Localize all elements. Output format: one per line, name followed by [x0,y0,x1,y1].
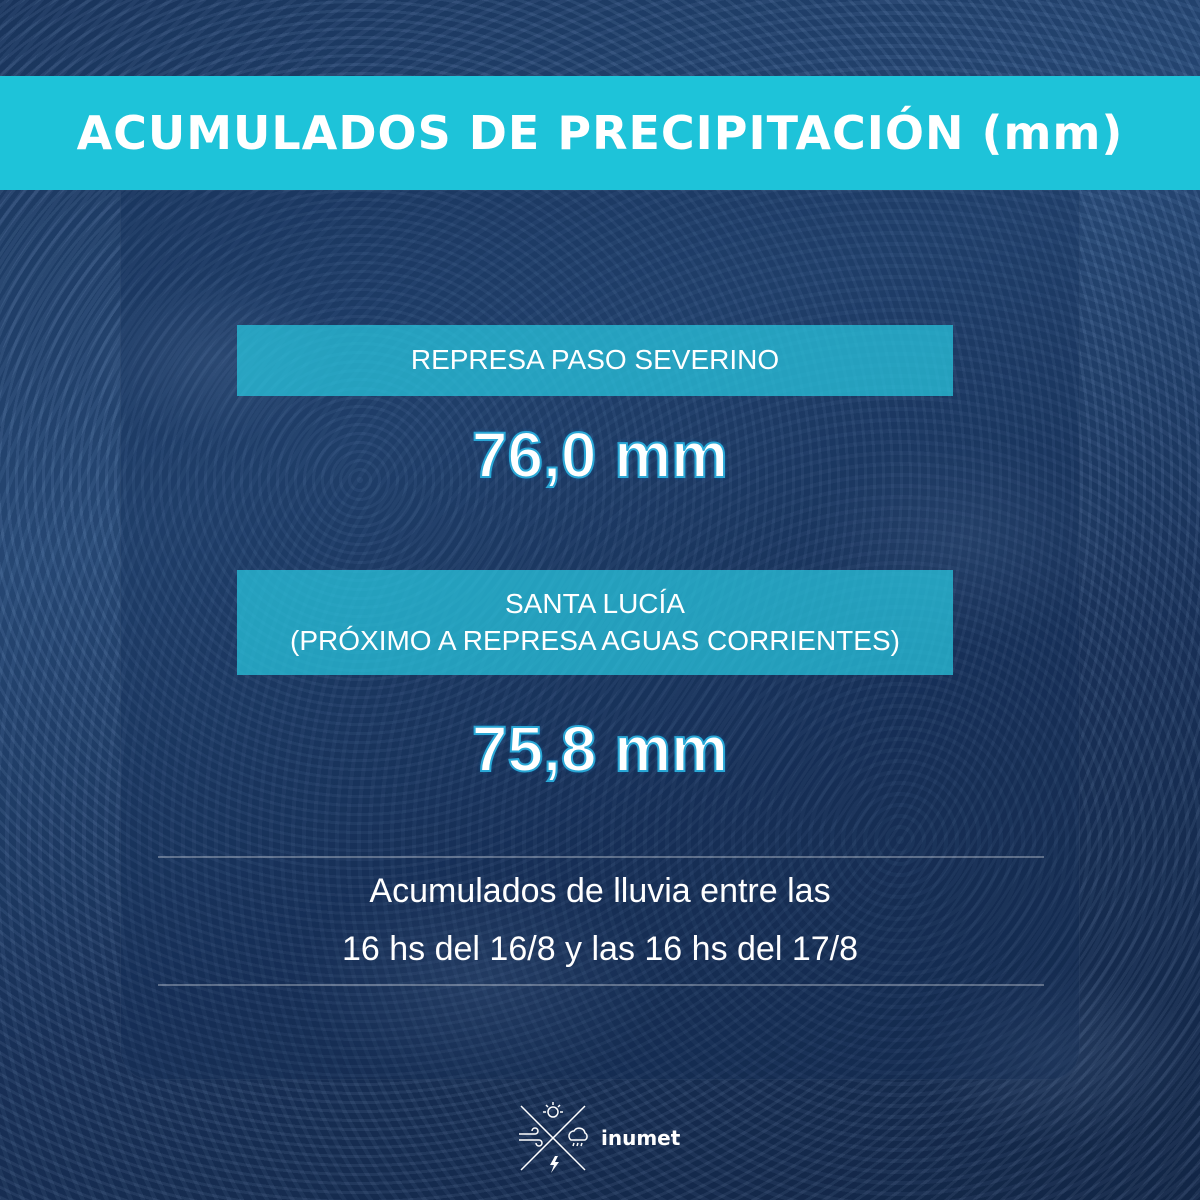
station-name: SANTA LUCÍA [505,588,685,620]
note-line-2: 16 hs del 16/8 y las 16 hs del 17/8 [341,930,859,968]
station-label-santa-lucia: SANTA LUCÍA (PRÓXIMO A REPRESA AGUAS COR… [237,570,953,675]
sun-icon [543,1102,563,1118]
station-value-paso-severino: 76,0 mm [471,418,729,492]
note-line-1: Acumulados de lluvia entre las [369,872,831,910]
station-name: REPRESA PASO SEVERINO [410,344,780,376]
cloud-rain-icon [568,1127,588,1147]
page-title: ACUMULADOS DE PRECIPITACIÓN (mm) [76,106,1124,160]
station-subname: (PRÓXIMO A REPRESA AGUAS CORRIENTES) [290,624,900,656]
station-value-santa-lucia: 75,8 mm [471,712,729,786]
station-label-paso-severino: REPRESA PASO SEVERINO [237,325,953,396]
logo-mark [519,1102,588,1173]
divider-bottom [158,984,1044,986]
logo-text: inumet [601,1126,681,1150]
wind-icon [519,1127,543,1147]
divider-top [158,856,1044,858]
lightning-icon [550,1156,559,1173]
header-bar: ACUMULADOS DE PRECIPITACIÓN (mm) [0,76,1200,190]
inumet-logo: inumet [513,1098,693,1178]
